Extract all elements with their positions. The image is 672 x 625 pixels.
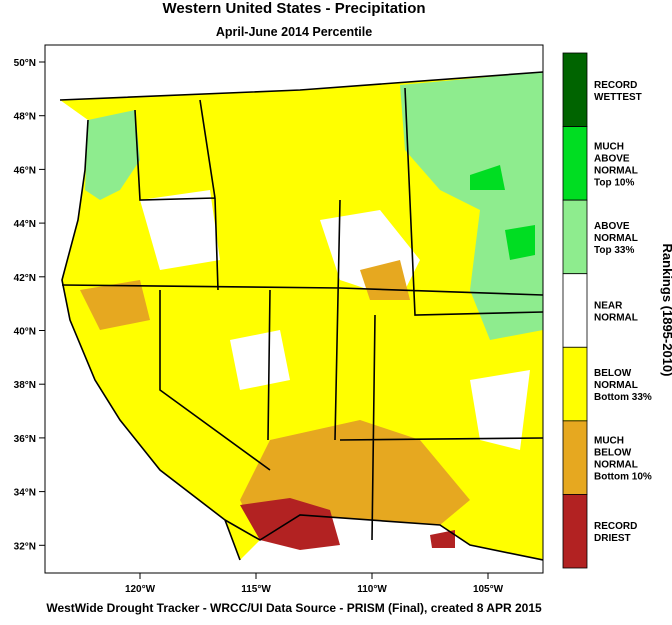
lat-label: 42°N	[14, 273, 36, 284]
lat-label: 36°N	[14, 434, 36, 445]
legend-swatch	[562, 494, 588, 569]
lat-label: 48°N	[14, 112, 36, 123]
legend-label: MUCH	[594, 141, 624, 152]
subtitle: April-June 2014 Percentile	[216, 25, 372, 39]
lat-label: 44°N	[14, 219, 36, 230]
legend-swatch	[562, 126, 588, 201]
lon-label: 120°W	[125, 584, 156, 595]
legend-label: ABOVE	[594, 221, 630, 232]
legend-label: NORMAL	[594, 233, 638, 244]
legend-label: WETTEST	[594, 92, 642, 103]
legend-label: NORMAL	[594, 165, 638, 176]
legend-label: Top 33%	[594, 245, 634, 256]
legend-label: RECORD	[594, 80, 637, 91]
legend-label: NORMAL	[594, 313, 638, 324]
legend-label: BELOW	[594, 448, 632, 459]
title: Western United States - Precipitation	[162, 0, 425, 17]
lat-label: 50°N	[14, 58, 36, 69]
lon-label: 115°W	[241, 584, 271, 595]
legend-label: ABOVE	[594, 153, 630, 164]
legend-swatch	[562, 420, 588, 495]
legend-label: NEAR	[594, 301, 623, 312]
legend-label: BELOW	[594, 368, 632, 379]
legend-label: Bottom 10%	[594, 472, 652, 483]
legend-label: RECORD	[594, 521, 637, 532]
legend-swatch	[562, 273, 588, 348]
legend-label: NORMAL	[594, 460, 638, 471]
map	[44, 44, 544, 574]
lat-label: 38°N	[14, 380, 36, 391]
legend-swatch	[562, 346, 588, 422]
footer: WestWide Drought Tracker - WRCC/UI Data …	[46, 601, 542, 615]
legend-label: Top 10%	[594, 177, 634, 188]
legend-swatch	[562, 199, 588, 275]
legend-title: Rankings (1895-2010)	[660, 244, 672, 377]
legend-label: DRIEST	[594, 533, 631, 544]
legend-swatch	[562, 52, 588, 127]
legend-label: NORMAL	[594, 380, 638, 391]
lat-label: 46°N	[14, 165, 36, 176]
lat-label: 32°N	[14, 541, 36, 552]
lon-label: 105°W	[473, 584, 504, 595]
lon-label: 110°W	[357, 584, 387, 595]
lat-label: 34°N	[14, 488, 36, 499]
legend-label: MUCH	[594, 436, 624, 447]
lat-label: 40°N	[14, 327, 36, 338]
legend-label: Bottom 33%	[594, 392, 652, 403]
